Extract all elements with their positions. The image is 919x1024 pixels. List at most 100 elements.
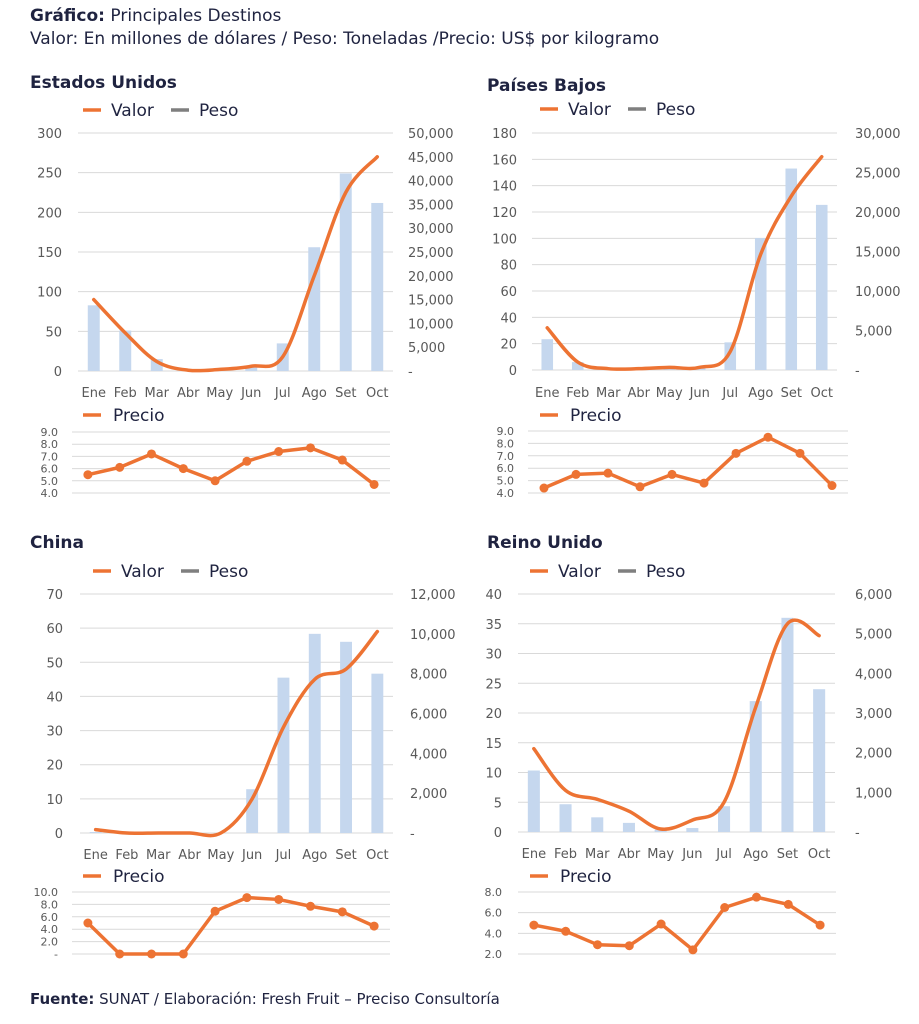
legend-label-peso: Peso [199, 101, 238, 121]
peso-bar [245, 366, 258, 371]
precio-axis-tick: 8.0 [485, 886, 503, 899]
precio-axis-tick: 6.0 [497, 462, 515, 475]
chart-legend: Valor Peso [93, 562, 248, 582]
precio-point [274, 447, 284, 457]
peso-bar [686, 828, 699, 832]
right-axis-tick: 4,000 [855, 667, 892, 682]
right-axis-tick: 8,000 [410, 668, 447, 683]
legend-label-precio: Precio [560, 867, 612, 887]
left-axis-tick: 50 [46, 656, 63, 671]
x-axis-label: Mar [585, 847, 610, 862]
chart-title: Estados Unidos [30, 73, 177, 93]
peso-bar [663, 368, 676, 370]
x-axis-label: Mar [144, 386, 169, 401]
left-axis-tick: 40 [500, 311, 517, 326]
precio-line [533, 895, 822, 952]
chart-title: Reino Unido [487, 533, 603, 553]
left-axis-tick: 60 [500, 285, 517, 300]
x-axis-label: Jun [689, 386, 710, 401]
x-axis-label: Abr [628, 386, 651, 401]
x-axis-label: Jul [721, 386, 738, 401]
precio-point [688, 945, 698, 955]
precio-axis-tick: 4.0 [497, 487, 515, 500]
right-axis-tick: 20,000 [408, 270, 454, 285]
peso-bar [622, 822, 635, 832]
precio-point [539, 483, 549, 493]
x-axis-label: Abr [178, 848, 201, 863]
left-axis-tick: 180 [492, 127, 517, 142]
precio-legend: Precio [83, 406, 165, 426]
x-axis-label: Ene [83, 848, 107, 863]
legend-label-precio: Precio [570, 406, 622, 426]
precio-axis-tick: 8.0 [497, 437, 515, 450]
precio-point [178, 464, 188, 474]
legend-label-peso: Peso [646, 562, 685, 582]
chart-legend: Valor Peso [530, 562, 685, 582]
right-axis-tick: 2,000 [855, 747, 892, 762]
left-axis-tick: 140 [492, 180, 517, 195]
x-axis-label: Mar [146, 848, 171, 863]
peso-bar [718, 806, 731, 832]
chart-heading-label: Gráfico: [30, 6, 105, 26]
right-axis-tick: 40,000 [408, 175, 454, 190]
precio-point [827, 481, 837, 491]
left-axis-tick: 5 [494, 796, 502, 811]
peso-bar [527, 770, 540, 832]
left-axis-tick: 30 [485, 648, 502, 663]
left-axis-tick: 80 [500, 259, 517, 274]
right-axis-tick: 35,000 [408, 198, 454, 213]
valor-line [545, 154, 824, 371]
left-axis-tick: 160 [492, 153, 517, 168]
precio-point [667, 469, 677, 479]
peso-bar [371, 673, 384, 833]
peso-bar [749, 701, 762, 832]
peso-bar [781, 617, 794, 832]
precio-point [561, 926, 571, 936]
x-axis-label: Jul [275, 848, 292, 863]
right-axis-tick: - [410, 827, 415, 842]
precio-axis-tick: 8.0 [41, 438, 59, 451]
precio-point [337, 455, 347, 465]
left-axis-tick: 20 [500, 338, 517, 353]
left-axis-tick: 100 [492, 232, 517, 247]
x-axis-label: Oct [808, 847, 830, 862]
precio-point [210, 476, 220, 486]
left-axis-tick: 0 [494, 826, 502, 841]
right-axis-tick: - [408, 365, 413, 380]
legend-label-peso: Peso [209, 562, 248, 582]
right-axis-tick: - [855, 826, 860, 841]
precio-point [571, 469, 581, 479]
peso-bar [308, 633, 321, 833]
source-footer: Fuente: SUNAT / Elaboración: Fresh Fruit… [30, 990, 500, 1008]
x-axis-label: Feb [115, 848, 138, 863]
x-axis-label: Jun [681, 847, 702, 862]
right-axis-tick: 1,000 [855, 786, 892, 801]
precio-axis-tick: 10.0 [34, 886, 59, 899]
precio-point [306, 443, 315, 453]
x-axis-label: Jul [274, 386, 291, 401]
legend-label-valor: Valor [111, 101, 154, 121]
chart-title: Países Bajos [487, 76, 606, 96]
x-axis-label: May [647, 847, 674, 862]
legend-label-peso: Peso [656, 100, 695, 120]
right-axis-tick: 45,000 [408, 151, 454, 166]
peso-bar [89, 832, 102, 833]
left-axis-tick: 40 [485, 588, 502, 603]
chart-panel-eeuu: Estados Unidos Valor Peso 0 50 100 150 200 250 30… [30, 73, 454, 500]
chart-heading-text: Principales Destinos [104, 6, 282, 26]
precio-point [115, 949, 125, 959]
precio-legend: Precio [83, 867, 165, 887]
precio-point [210, 906, 220, 916]
precio-axis-tick: 5.0 [41, 475, 59, 488]
left-axis-tick: 0 [509, 364, 517, 379]
x-axis-label: Abr [618, 847, 641, 862]
precio-axis-tick: 2.0 [485, 948, 503, 961]
precio-axis-tick: - [54, 948, 58, 961]
x-axis-label: May [206, 386, 233, 401]
precio-point [699, 478, 709, 488]
right-axis-tick: 4,000 [410, 747, 447, 762]
x-axis-label: Ene [535, 386, 559, 401]
precio-point [720, 903, 730, 912]
precio-point [815, 920, 825, 930]
